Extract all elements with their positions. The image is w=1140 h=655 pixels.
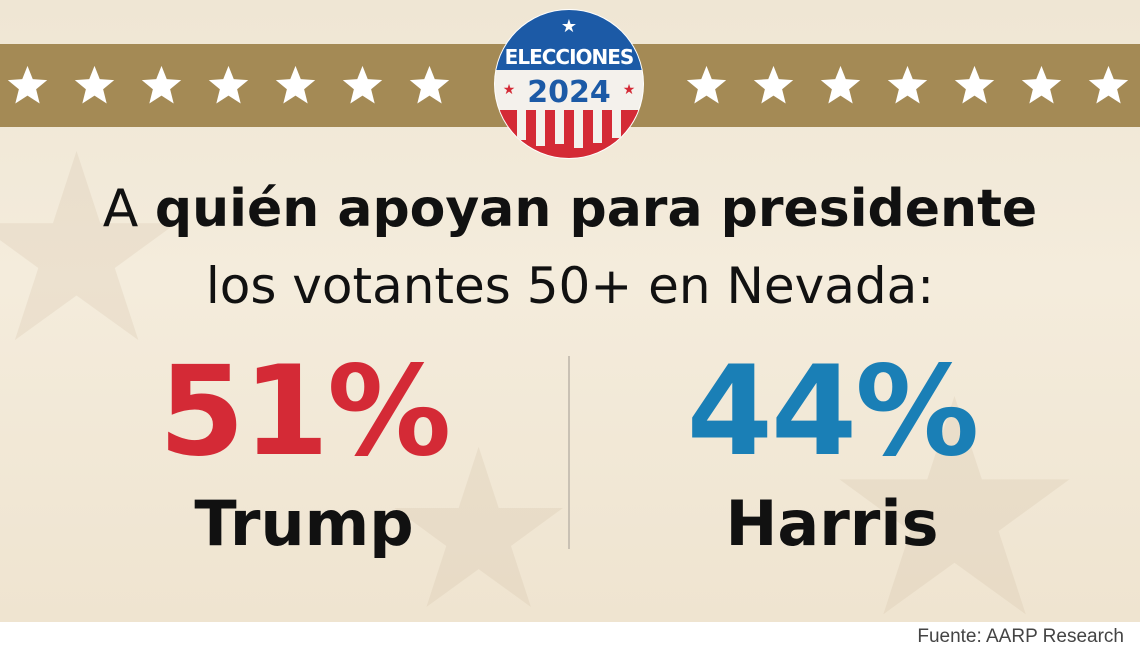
result-harris: 44% Harris: [632, 340, 1032, 564]
harris-name: Harris: [725, 487, 939, 560]
star-icon: [753, 65, 794, 104]
badge-right-star-icon: ★: [623, 82, 636, 98]
banner-stars-right: [684, 44, 1140, 127]
star-icon: [409, 65, 450, 104]
star-icon: [275, 65, 316, 104]
result-trump: 51% Trump: [104, 340, 504, 564]
elecciones-2024-badge: ★ ELECCIONES 2024 ★ ★: [494, 9, 644, 159]
headline-line-1: A quién apoyan para presidente: [0, 170, 1140, 248]
headline: A quién apoyan para presidente los votan…: [0, 170, 1140, 324]
background-star-decoration: ★: [820, 335, 1089, 623]
background-star-decoration: ★: [0, 99, 194, 401]
star-icon: [820, 65, 861, 104]
star-icon: [1021, 65, 1062, 104]
source-credit: Fuente: AARP Research: [917, 626, 1124, 647]
star-icon: [342, 65, 383, 104]
trump-percent: 51%: [158, 340, 452, 484]
headline-prefix: A: [102, 179, 155, 239]
badge-title: ELECCIONES: [505, 45, 634, 69]
badge-top-star-icon: ★: [561, 16, 577, 37]
badge-year: 2024: [527, 75, 611, 110]
star-icon: [141, 65, 182, 104]
star-icon: [954, 65, 995, 104]
trump-name: Trump: [194, 487, 414, 560]
badge-left-star-icon: ★: [503, 82, 516, 98]
results-divider: [568, 356, 570, 549]
footer-strip: [0, 622, 1140, 655]
headline-bold: quién apoyan para presidente: [154, 179, 1038, 239]
star-icon: [74, 65, 115, 104]
banner-stars-left: [5, 44, 474, 127]
star-icon: [887, 65, 928, 104]
star-icon: [686, 65, 727, 104]
harris-percent: 44%: [686, 340, 980, 484]
star-icon: [208, 65, 249, 104]
headline-line-2: los votantes 50+ en Nevada:: [205, 257, 935, 315]
star-icon: [7, 65, 48, 104]
background-star-decoration: ★: [380, 402, 578, 622]
star-icon: [1088, 65, 1129, 104]
